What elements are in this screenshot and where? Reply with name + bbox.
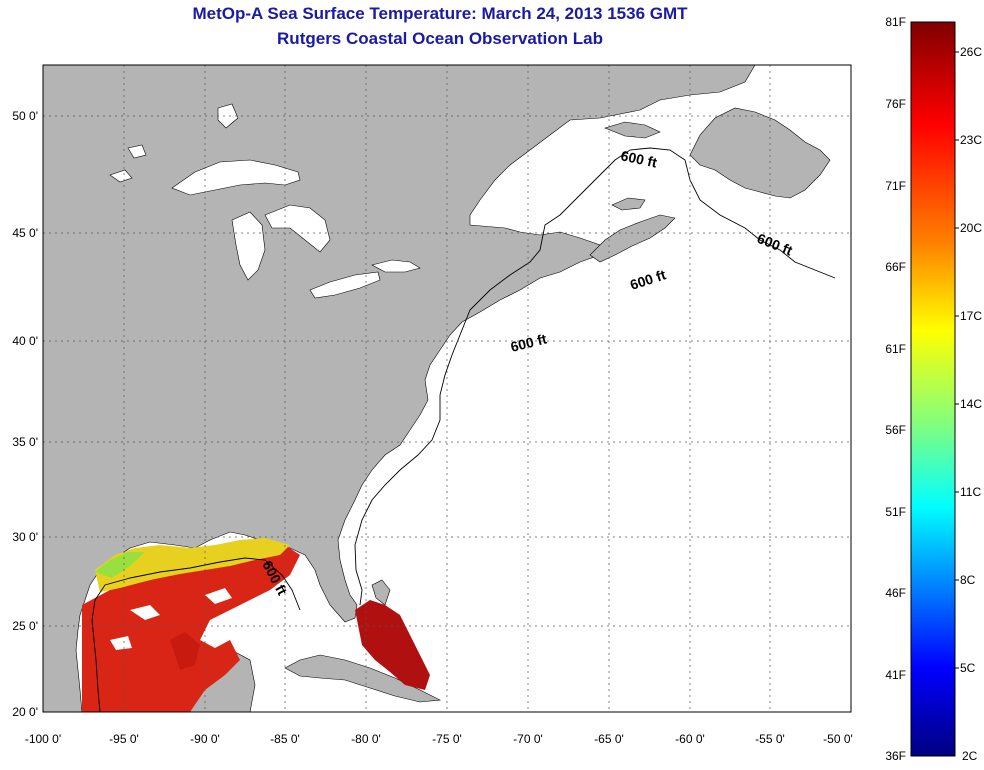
colorbar-f-label: 61F xyxy=(885,342,906,356)
lat-tick-label: 20 0' xyxy=(12,705,38,719)
lon-tick-label: -75 0' xyxy=(432,732,462,746)
lat-axis: 50 0' 45 0' 40 0' 35 0' 30 0' 25 0' 20 0… xyxy=(12,109,38,719)
graticule xyxy=(43,65,851,712)
colorbar-gradient xyxy=(910,21,956,757)
colorbar-f-label: 36F xyxy=(885,749,906,763)
lon-tick-label: -95 0' xyxy=(109,732,139,746)
map-frame xyxy=(42,64,852,713)
colorbar-f-label: 81F xyxy=(885,15,906,29)
lat-tick-label: 45 0' xyxy=(12,226,38,240)
lon-tick-label: -60 0' xyxy=(675,732,705,746)
colorbar-c-label: 20C xyxy=(960,221,982,235)
colorbar-f-label: 66F xyxy=(885,260,906,274)
land-pei xyxy=(611,197,646,211)
colorbar-c-label: 8C xyxy=(960,573,976,587)
isobath-600ft xyxy=(354,147,836,606)
lon-tick-label: -100 0' xyxy=(25,732,61,746)
lat-tick-label: 40 0' xyxy=(12,334,38,348)
colorbar-f-label: 51F xyxy=(885,505,906,519)
colorbar: 81F 76F 71F 66F 61F 56F 51F 46F 41F 36F … xyxy=(885,15,982,763)
colorbar-c-label: 26C xyxy=(960,45,982,59)
lat-tick-label: 25 0' xyxy=(12,619,38,633)
colorbar-f-label: 71F xyxy=(885,179,906,193)
contour-label: 600 ft xyxy=(619,147,658,170)
lat-tick-label: 35 0' xyxy=(12,435,38,449)
map-subtitle: Rutgers Coastal Ocean Observation Lab xyxy=(277,29,603,48)
lon-tick-label: -55 0' xyxy=(755,732,785,746)
lon-axis: -100 0' -95 0' -90 0' -85 0' -80 0' -75 … xyxy=(25,732,853,746)
colorbar-f-label: 56F xyxy=(885,423,906,437)
colorbar-f-label: 41F xyxy=(885,668,906,682)
lon-tick-label: -70 0' xyxy=(513,732,543,746)
colorbar-c-label: 2C xyxy=(962,749,978,763)
lat-tick-label: 50 0' xyxy=(12,109,38,123)
land-bahamas xyxy=(371,579,391,606)
colorbar-f-label: 46F xyxy=(885,586,906,600)
lon-tick-label: -80 0' xyxy=(351,732,381,746)
land-newfoundland xyxy=(689,107,831,199)
great-lakes xyxy=(109,103,421,299)
land-north-america xyxy=(43,65,756,712)
colorbar-f-label: 76F xyxy=(885,97,906,111)
lon-tick-label: -50 0' xyxy=(823,732,853,746)
land-cuba xyxy=(284,654,442,703)
colorbar-c-label: 23C xyxy=(960,133,982,147)
land-nova-scotia xyxy=(589,214,676,263)
lat-tick-label: 30 0' xyxy=(12,530,38,544)
sst-patches xyxy=(82,538,430,712)
lon-tick-label: -65 0' xyxy=(594,732,624,746)
colorbar-c-label: 5C xyxy=(960,661,976,675)
colorbar-c-label: 14C xyxy=(960,397,982,411)
map-title: MetOp-A Sea Surface Temperature: March 2… xyxy=(192,4,688,23)
lon-tick-label: -85 0' xyxy=(270,732,300,746)
isobath-600ft-gulf xyxy=(91,557,301,712)
lon-tick-label: -90 0' xyxy=(190,732,220,746)
colorbar-c-label: 11C xyxy=(960,485,981,499)
land-anticosti xyxy=(604,121,661,139)
colorbar-c-label: 17C xyxy=(960,309,982,323)
